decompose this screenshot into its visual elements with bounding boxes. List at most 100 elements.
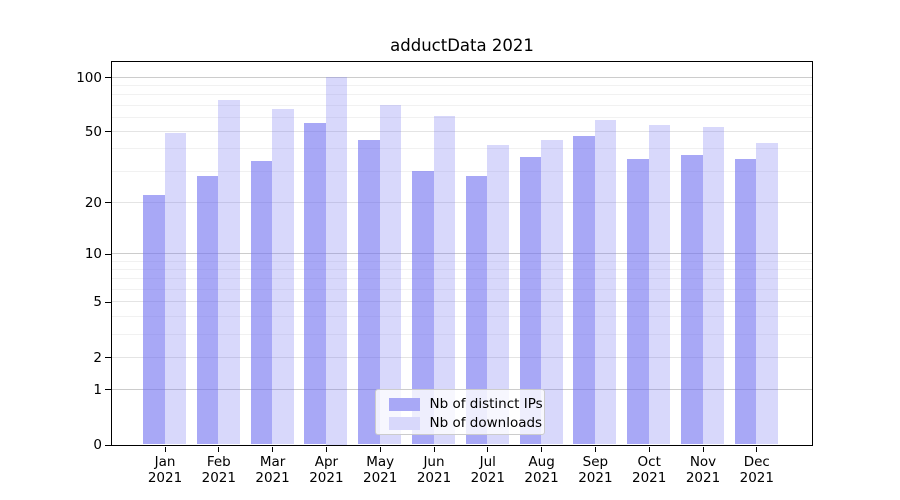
legend: Nb of distinct IPs Nb of downloads bbox=[374, 388, 545, 435]
x-tick-month: Mar bbox=[259, 454, 286, 470]
y-tick-mark-2 bbox=[105, 357, 111, 359]
x-tick-month: Feb bbox=[206, 454, 231, 470]
bar-distinct-ips-oct bbox=[627, 159, 649, 445]
x-tick-month: Aug bbox=[528, 454, 555, 470]
x-tick-mark-jul bbox=[487, 446, 489, 452]
gridline-y-70 bbox=[111, 104, 812, 106]
x-tick-mark-nov bbox=[702, 446, 704, 452]
x-tick-mark-mar bbox=[272, 446, 274, 452]
x-tick-label-feb: Feb 2021 bbox=[184, 454, 254, 486]
x-tick-month: Jul bbox=[479, 454, 496, 470]
y-tick-mark-20 bbox=[105, 202, 111, 204]
y-tick-label-2: 2 bbox=[93, 349, 102, 366]
legend-label-distinct-ips: Nb of distinct IPs bbox=[429, 396, 543, 412]
x-tick-mark-feb bbox=[218, 446, 220, 452]
x-tick-year: 2021 bbox=[416, 470, 452, 486]
x-tick-month: Sep bbox=[582, 454, 609, 470]
bar-distinct-ips-apr bbox=[304, 122, 326, 445]
x-tick-year: 2021 bbox=[363, 470, 398, 486]
bar-downloads-dec bbox=[756, 143, 778, 445]
bar-distinct-ips-jul bbox=[465, 176, 488, 445]
x-tick-year: 2021 bbox=[147, 470, 183, 486]
gridline-y-5 bbox=[111, 301, 812, 303]
legend-swatch-distinct-ips bbox=[388, 397, 420, 411]
x-tick-month: Jun bbox=[423, 454, 445, 470]
legend-swatch-downloads bbox=[388, 416, 420, 430]
x-tick-label-nov: Nov 2021 bbox=[668, 454, 738, 486]
bar-distinct-ips-feb bbox=[196, 176, 219, 445]
bar-downloads-jul bbox=[487, 144, 509, 445]
gridline-y-3 bbox=[111, 333, 812, 335]
x-tick-mark-jan bbox=[164, 446, 166, 452]
x-tick-label-sep: Sep 2021 bbox=[560, 454, 630, 486]
plot-area: Nb of distinct IPs Nb of downloads bbox=[110, 60, 813, 446]
legend-item-distinct-ips: Nb of distinct IPs bbox=[388, 395, 544, 414]
x-tick-year: 2021 bbox=[255, 470, 290, 486]
gridline-y-40 bbox=[111, 148, 812, 150]
x-tick-year: 2021 bbox=[685, 470, 721, 486]
chart-title: adductData 2021 bbox=[390, 36, 534, 55]
bar-downloads-sep bbox=[594, 119, 617, 445]
x-tick-year: 2021 bbox=[578, 470, 613, 486]
gridline-y-4 bbox=[111, 315, 812, 317]
x-tick-mark-dec bbox=[756, 446, 758, 452]
gridline-y-2 bbox=[111, 356, 812, 358]
x-tick-year: 2021 bbox=[309, 470, 344, 486]
y-tick-mark-50 bbox=[105, 131, 111, 133]
y-tick-label-100: 100 bbox=[76, 69, 102, 86]
y-tick-label-0: 0 bbox=[93, 437, 102, 453]
gridline-y-80 bbox=[111, 94, 812, 96]
x-tick-mark-apr bbox=[325, 446, 327, 452]
y-tick-mark-10 bbox=[105, 253, 111, 255]
bar-downloads-apr bbox=[325, 77, 348, 445]
gridline-y-8 bbox=[111, 269, 812, 271]
x-tick-year: 2021 bbox=[739, 470, 774, 486]
bar-downloads-mar bbox=[272, 108, 294, 445]
gridline-y-10 bbox=[111, 253, 812, 255]
x-tick-year: 2021 bbox=[632, 470, 667, 486]
x-tick-month: Nov bbox=[689, 454, 717, 470]
bar-downloads-feb bbox=[218, 99, 240, 445]
bar-downloads-nov bbox=[702, 126, 724, 445]
x-tick-label-jan: Jan 2021 bbox=[130, 454, 200, 486]
gridline-y-9 bbox=[111, 260, 812, 262]
x-tick-month: May bbox=[366, 454, 395, 470]
x-tick-label-jun: Jun 2021 bbox=[399, 454, 469, 486]
y-tick-label-10: 10 bbox=[84, 246, 102, 263]
gridline-y-60 bbox=[111, 116, 812, 118]
x-tick-label-aug: Aug 2021 bbox=[507, 454, 577, 486]
x-tick-mark-may bbox=[379, 446, 381, 452]
x-tick-label-apr: Apr 2021 bbox=[291, 454, 361, 486]
y-tick-mark-5 bbox=[105, 301, 111, 303]
x-tick-month: Dec bbox=[743, 454, 770, 470]
bar-distinct-ips-sep bbox=[573, 136, 595, 445]
x-tick-label-may: May 2021 bbox=[345, 454, 415, 486]
x-tick-month: Apr bbox=[314, 454, 339, 470]
x-tick-label-mar: Mar 2021 bbox=[238, 454, 308, 486]
gridline-y-20 bbox=[111, 201, 812, 203]
x-tick-label-dec: Dec 2021 bbox=[722, 454, 792, 486]
x-tick-year: 2021 bbox=[524, 470, 559, 486]
bar-distinct-ips-jan bbox=[143, 194, 165, 445]
legend-item-downloads: Nb of downloads bbox=[388, 414, 544, 433]
bar-downloads-oct bbox=[648, 125, 671, 445]
y-tick-label-20: 20 bbox=[84, 194, 102, 211]
x-tick-mark-aug bbox=[541, 446, 543, 452]
gridline-y-6 bbox=[111, 289, 812, 291]
x-tick-year: 2021 bbox=[201, 470, 236, 486]
x-tick-mark-sep bbox=[594, 446, 596, 452]
bar-distinct-ips-aug bbox=[519, 156, 542, 445]
bar-distinct-ips-nov bbox=[681, 154, 703, 445]
y-tick-mark-100 bbox=[105, 77, 111, 78]
bar-downloads-may bbox=[379, 105, 402, 445]
y-tick-label-1: 1 bbox=[93, 381, 102, 398]
y-tick-label-50: 50 bbox=[84, 123, 102, 140]
x-tick-label-oct: Oct 2021 bbox=[614, 454, 684, 486]
gridline-y-30 bbox=[111, 170, 812, 172]
bar-distinct-ips-mar bbox=[250, 161, 273, 445]
gridline-y-50 bbox=[111, 130, 812, 132]
y-tick-mark-1 bbox=[105, 389, 111, 391]
gridline-y-100 bbox=[111, 76, 812, 78]
x-tick-year: 2021 bbox=[470, 470, 505, 486]
